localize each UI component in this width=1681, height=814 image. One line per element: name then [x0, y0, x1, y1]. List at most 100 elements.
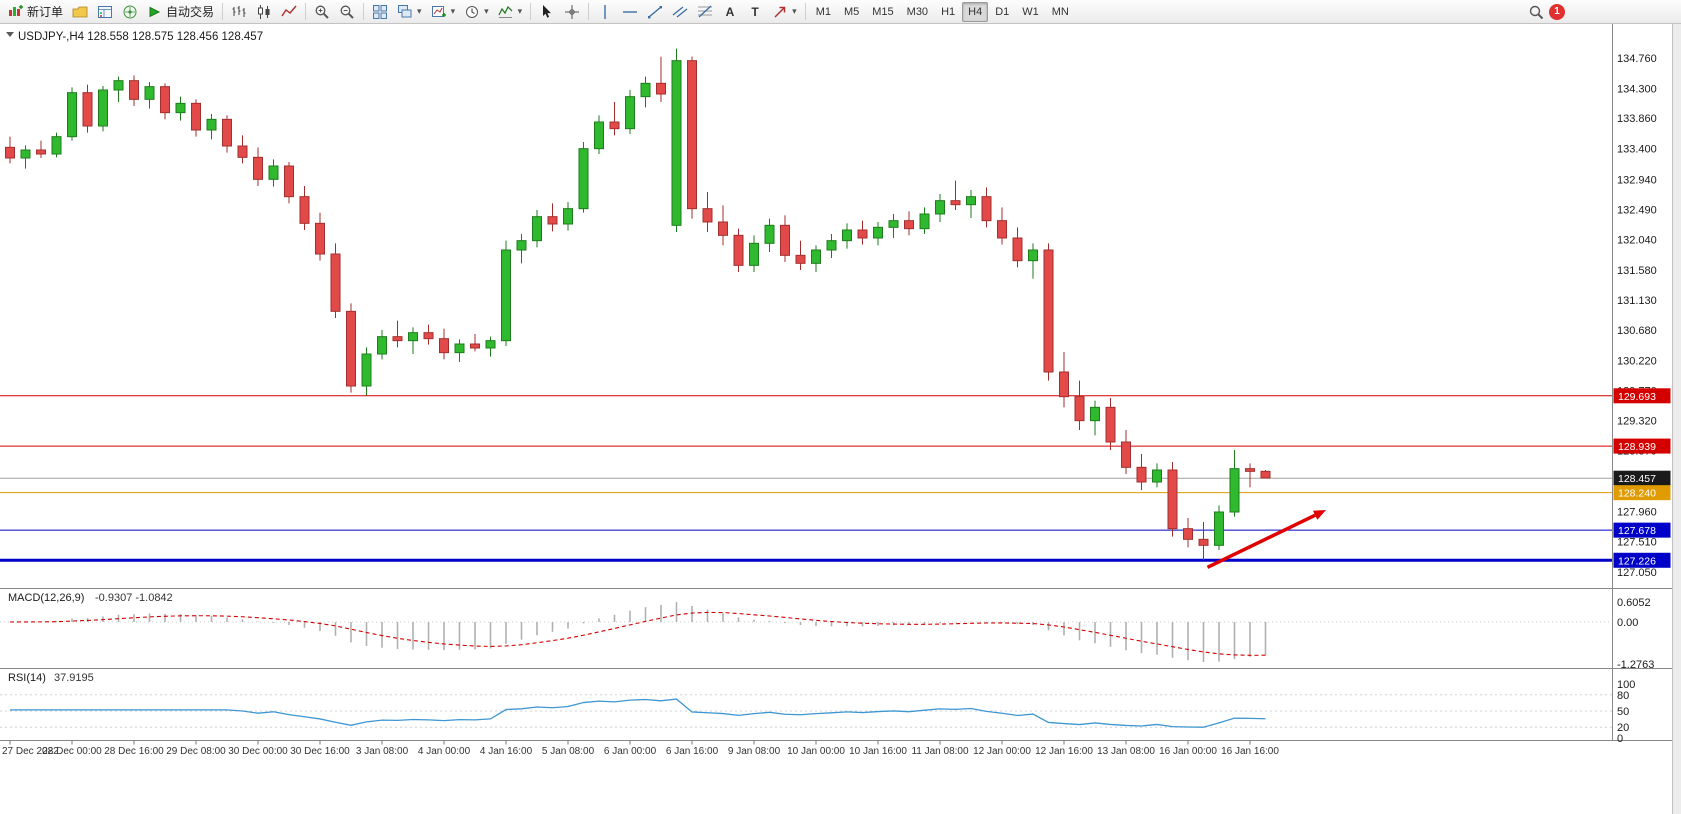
timeframe-m1[interactable]: M1	[815, 5, 831, 18]
vertical-line-button[interactable]	[593, 1, 617, 23]
candle	[1074, 396, 1085, 422]
arrows-button[interactable]: ▾	[768, 1, 801, 23]
navigator-button[interactable]	[118, 1, 142, 23]
profiles-button[interactable]	[68, 1, 92, 23]
candle	[299, 196, 310, 224]
candle	[392, 336, 403, 342]
candle	[454, 343, 465, 354]
price-tag: 127.226	[1613, 552, 1671, 568]
timeframe-h4[interactable]: H4	[962, 1, 989, 22]
fibonacci-button[interactable]	[693, 1, 717, 23]
cascade-icon	[398, 4, 412, 17]
candle	[315, 222, 325, 255]
autotrading-button[interactable]: 自动交易	[143, 1, 218, 23]
candle	[1214, 511, 1224, 546]
horizontal-lines-layer[interactable]	[0, 395, 1612, 562]
arrow-annotation[interactable]	[1206, 510, 1327, 569]
chart-menu-triangle-icon[interactable]	[6, 32, 14, 37]
new-order-button-label: 新订单	[27, 5, 64, 19]
candle	[222, 118, 232, 147]
candle	[625, 96, 635, 130]
candle	[609, 121, 620, 130]
axis-layer[interactable]: 134.760 134.300 133.860 133.400 132.940 132.4…	[2, 53, 1671, 757]
time-axis-label: 12 Jan 16:00	[1035, 746, 1093, 757]
time-axis-label: 30 Dec 16:00	[290, 746, 350, 757]
macd-axis-label: 0.6052	[1617, 597, 1651, 609]
candle	[578, 148, 589, 210]
new-chart-button[interactable]: ▾	[427, 1, 460, 23]
new-order-button[interactable]: 新订单	[4, 1, 67, 23]
toolbar-separator	[804, 3, 806, 20]
candle	[935, 200, 945, 215]
market-watch-button[interactable]	[93, 1, 117, 23]
label-icon: T	[751, 5, 759, 19]
new-order-icon	[9, 4, 23, 16]
time-axis-label: 27 Dec 2022	[2, 746, 59, 757]
search-button[interactable]	[1524, 1, 1548, 23]
time-axis-label: 11 Jan 08:00	[911, 746, 969, 757]
time-axis-label: 10 Jan 16:00	[849, 746, 907, 757]
candle	[129, 80, 139, 100]
crosshair-button[interactable]	[560, 1, 584, 23]
indicators-button[interactable]: ▾	[494, 1, 527, 23]
svg-text:A: A	[726, 5, 735, 19]
candle-chart-button[interactable]	[252, 1, 276, 23]
refresh-period-button[interactable]: ▾	[460, 1, 493, 23]
bar-chart-button[interactable]	[227, 1, 251, 23]
cursor-button[interactable]	[535, 1, 559, 23]
candle	[842, 229, 852, 242]
rsi-axis-label: 50	[1617, 706, 1629, 718]
trend-icon	[648, 5, 663, 18]
svg-text:128.939: 128.939	[1618, 441, 1656, 453]
cascade-windows-button[interactable]: ▾	[393, 1, 426, 23]
candle	[997, 220, 1007, 239]
timeframe-mn[interactable]: MN	[1051, 5, 1069, 18]
zin-icon	[315, 5, 329, 19]
price-tag: 128.240	[1613, 485, 1671, 501]
timeframe-d1[interactable]: D1	[995, 5, 1010, 18]
price-tag: 129.693	[1613, 388, 1671, 404]
clock-icon	[466, 5, 479, 18]
zoom-in-button[interactable]	[310, 1, 334, 23]
time-axis-label: 16 Jan 16:00	[1221, 746, 1279, 757]
market-watch-icon	[98, 5, 113, 18]
label-button[interactable]: T	[743, 1, 767, 23]
price-axis-label: 130.680	[1617, 325, 1657, 337]
chart-area[interactable]: 134.760 134.300 133.860 133.400 132.940 132.4…	[0, 24, 1681, 814]
toolbar-separator	[363, 3, 365, 20]
price-tag: 128.939	[1613, 438, 1671, 454]
time-axis-label: 3 Jan 08:00	[356, 746, 409, 757]
text-button[interactable]: A	[718, 1, 742, 23]
candle	[1043, 249, 1054, 373]
trendline-button[interactable]	[643, 1, 667, 23]
horizontal-line-button[interactable]	[618, 1, 642, 23]
tile-windows-button[interactable]	[368, 1, 392, 23]
timeframe-m30[interactable]: M30	[906, 5, 929, 18]
time-axis-label: 10 Jan 00:00	[787, 746, 845, 757]
text-icon: A	[726, 5, 735, 19]
candle	[687, 60, 697, 210]
annotation-layer[interactable]	[1206, 510, 1327, 569]
price-axis-label: 131.580	[1617, 265, 1657, 277]
rsi-axis-label: 80	[1617, 690, 1629, 702]
dropdown-arrow-icon: ▾	[517, 6, 523, 16]
svg-text:127.678: 127.678	[1618, 525, 1656, 537]
hline-icon	[623, 10, 638, 13]
timeframe-w1[interactable]: W1	[1022, 5, 1039, 18]
time-axis-label: 29 Dec 08:00	[166, 746, 226, 757]
channel-button[interactable]	[668, 1, 692, 23]
indicator-layer	[0, 602, 1612, 728]
timeframe-m15[interactable]: M15	[872, 5, 894, 18]
candle	[563, 208, 573, 225]
price-axis-label: 131.130	[1617, 295, 1657, 307]
profiles-icon	[72, 6, 88, 17]
line-chart-button[interactable]	[277, 1, 301, 23]
timeframe-m5[interactable]: M5	[843, 5, 860, 18]
macd-values: -0.9307 -1.0842	[95, 592, 173, 604]
timeframe-h1[interactable]: H1	[941, 5, 956, 18]
candles-layer[interactable]	[5, 48, 1271, 560]
candle	[175, 102, 186, 114]
notification-badge[interactable]: 1	[1549, 3, 1565, 20]
crosshair-icon	[565, 4, 580, 19]
zoom-out-button[interactable]	[335, 1, 359, 23]
